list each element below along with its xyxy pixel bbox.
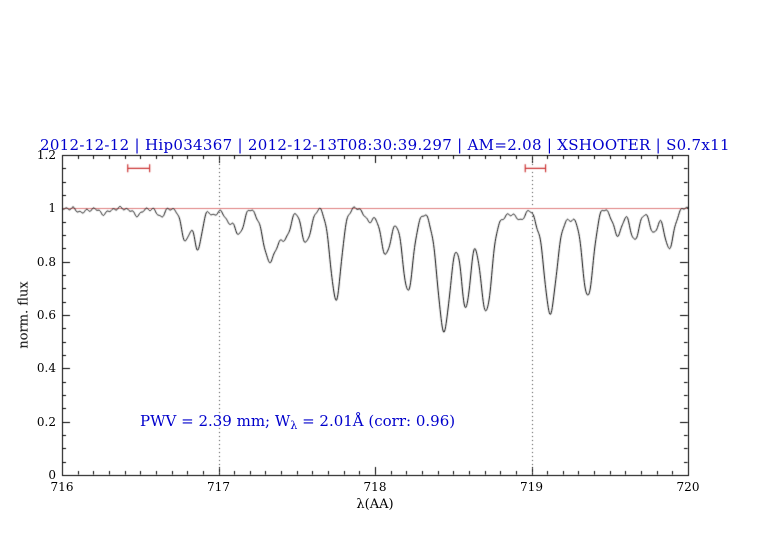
x-tick-label: 719	[520, 480, 543, 494]
y-tick-label: 1.2	[36, 148, 56, 162]
pwv-annotation: PWV = 2.39 mm; Wλ = 2.01Å (corr: 0.96)	[140, 412, 455, 432]
x-tick-label: 716	[50, 480, 74, 494]
x-tick-label: 717	[207, 480, 230, 494]
y-tick-label: 0.2	[36, 414, 56, 429]
pwv-annotation-value: = 2.01Å (corr: 0.96)	[297, 412, 456, 430]
x-tick-label: 720	[676, 480, 700, 494]
pwv-annotation-text: PWV = 2.39 mm; W	[140, 412, 291, 430]
x-tick-label: 718	[363, 480, 387, 494]
plot-title: 2012-12-12 | Hip034367 | 2012-12-13T08:3…	[40, 136, 730, 154]
lambda-subscript: λ	[290, 419, 298, 432]
y-tick-label: 0.8	[36, 254, 56, 269]
y-tick-label: 0	[48, 468, 56, 482]
y-tick-label: 0.6	[36, 308, 56, 322]
x-axis-label: λ(AA)	[356, 497, 394, 512]
y-tick-label: 1	[48, 201, 56, 216]
y-tick-label: 0.4	[36, 361, 56, 376]
